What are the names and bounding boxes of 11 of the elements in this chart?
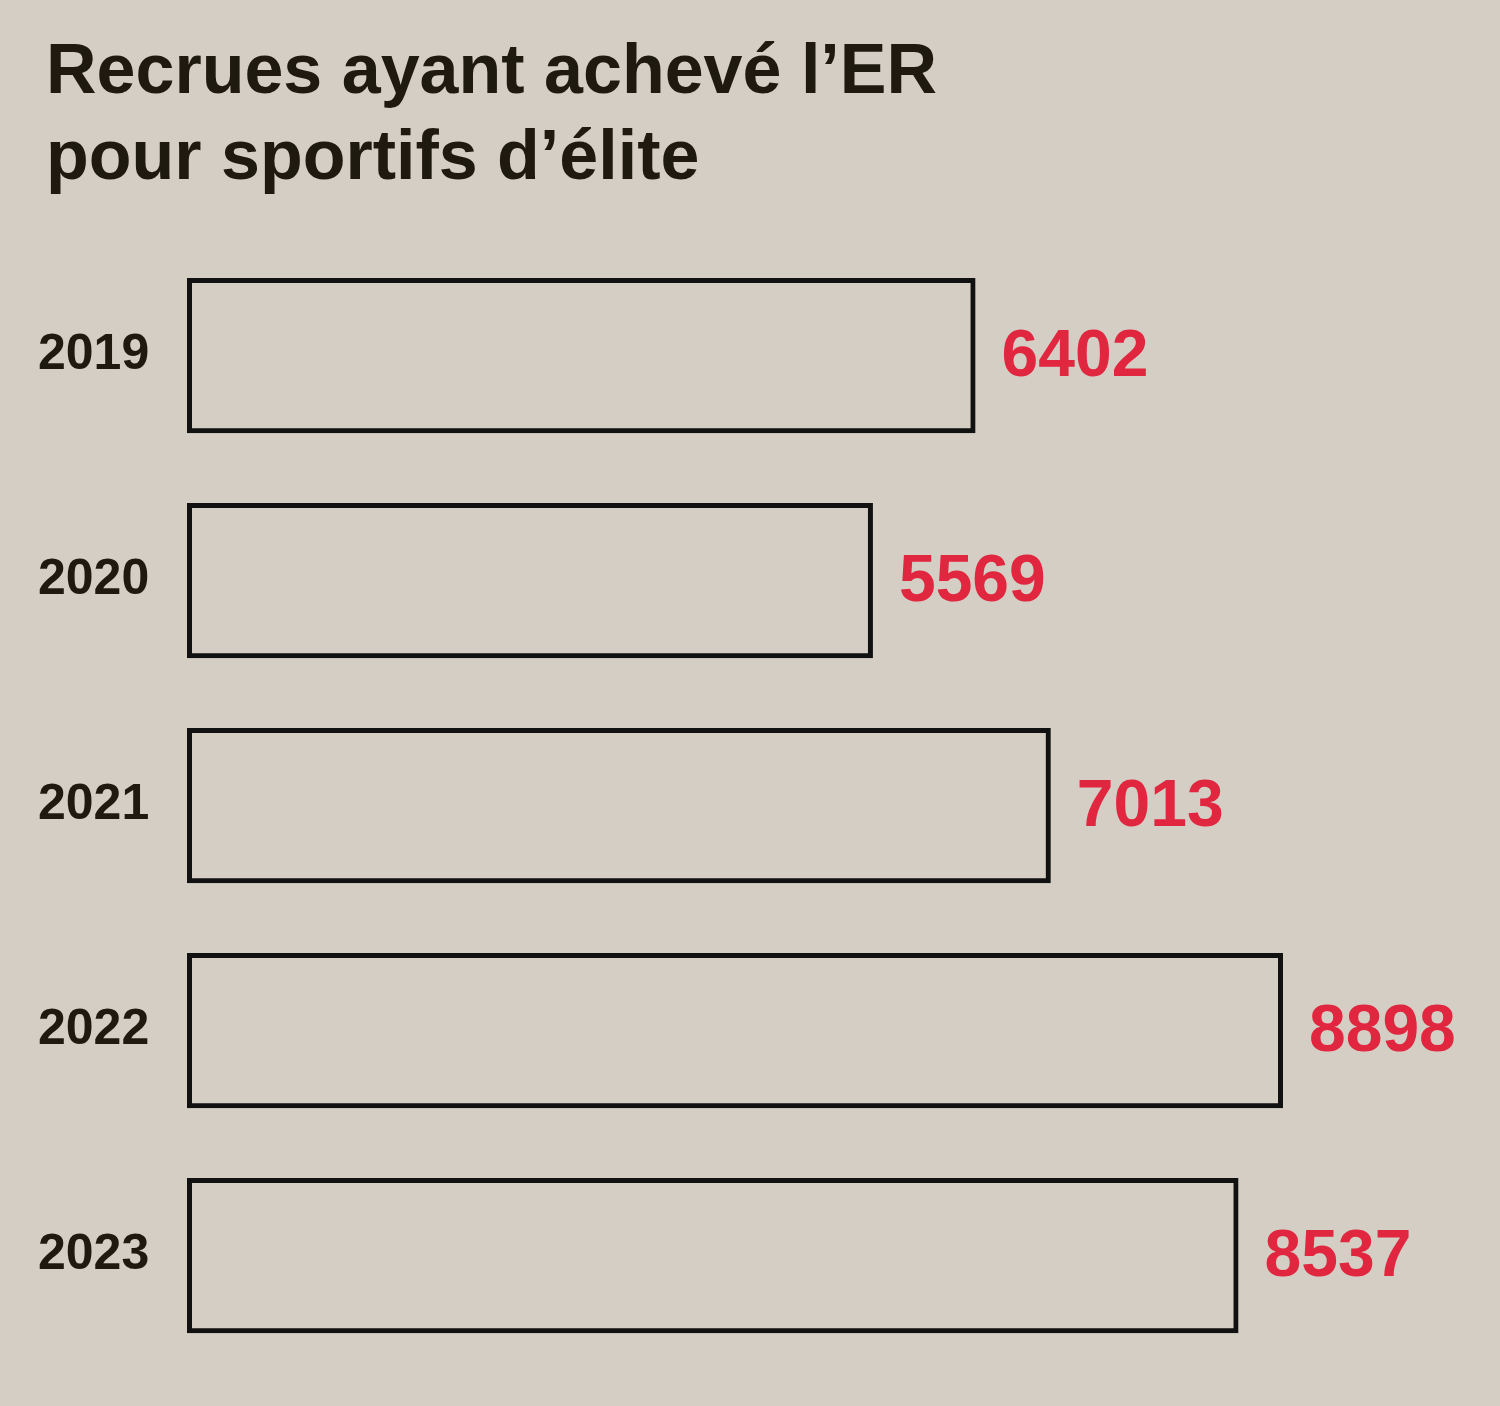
y-tick-label: 2019 bbox=[38, 324, 150, 381]
data-label: 7013 bbox=[1076, 765, 1224, 840]
data-label: 8898 bbox=[1309, 990, 1456, 1065]
chart-title: Recrues ayant achevé l’ER pour sportifs d’élite bbox=[46, 29, 939, 196]
y-tick-label: 2021 bbox=[38, 774, 150, 831]
data-label: 5569 bbox=[898, 540, 1046, 615]
data-label: 6402 bbox=[1001, 315, 1149, 390]
y-tick-label: 2022 bbox=[38, 999, 150, 1056]
y-tick-label: 2023 bbox=[38, 1224, 150, 1281]
data-label: 8537 bbox=[1264, 1215, 1412, 1290]
y-tick-label: 2020 bbox=[38, 549, 150, 606]
